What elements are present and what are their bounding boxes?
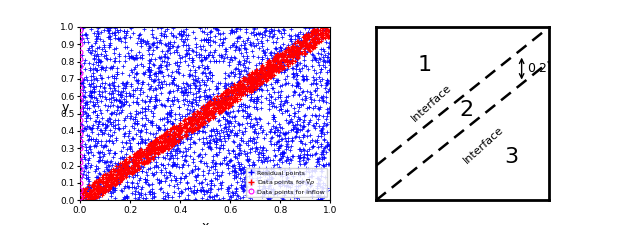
- Text: 2: 2: [459, 100, 473, 120]
- X-axis label: x: x: [202, 220, 209, 225]
- Text: Interface: Interface: [461, 124, 506, 165]
- Legend: Residual points, Data points for $\nabla\rho$, Data points for inflow: Residual points, Data points for $\nabla…: [246, 168, 327, 197]
- Text: 0.2: 0.2: [527, 62, 547, 75]
- Y-axis label: y: y: [61, 101, 68, 114]
- Text: 3: 3: [504, 147, 518, 167]
- Text: 1: 1: [417, 55, 431, 75]
- Text: Interface: Interface: [410, 83, 454, 124]
